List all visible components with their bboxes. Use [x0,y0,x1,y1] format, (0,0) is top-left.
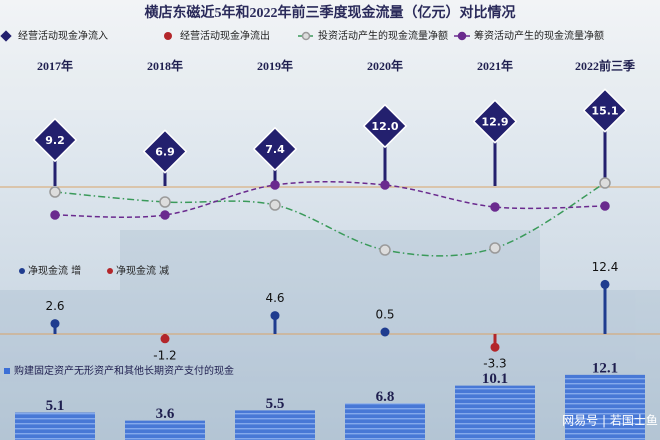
point [380,180,390,190]
diamond [362,103,408,149]
legend-label: 经营活动现金净流入 [18,29,108,42]
point [270,180,280,190]
data-label: 12.9 [481,116,508,129]
chart-title: 横店东磁近5年和2022年前三季度现金流量（亿元）对比情况 [145,4,516,21]
x-tick-label: 2021年 [477,58,513,73]
data-label: 9.2 [45,134,65,147]
point [269,199,281,211]
legend-marker [164,32,172,40]
bar [565,374,645,440]
x-tick-label: 2019年 [257,58,293,73]
bar [15,412,95,440]
legend-label: 净现金流 增 [28,264,81,277]
stem-head [490,342,500,352]
legend-marker [301,31,311,41]
data-label: 3.6 [156,406,175,422]
x-tick-label: 2020年 [367,58,403,73]
watermark: 网易号 | 若国士鱼 [562,414,658,428]
data-label: 4.6 [265,291,284,305]
stem-head [380,327,390,337]
point [379,244,391,256]
point [600,201,610,211]
legend-label: 筹资活动产生的现金流量净额 [474,29,604,42]
data-label: 2.6 [45,299,64,313]
diamond [142,129,188,174]
x-tick-label: 2017年 [37,58,73,73]
bar [345,403,425,440]
point [490,202,500,212]
x-tick-label: 2022前三季 [575,58,636,73]
series-line [54,180,606,218]
diamond [252,126,298,172]
data-label: 12.0 [371,120,398,133]
stem-head [270,311,280,321]
legend-label: 净现金流 减 [116,264,169,277]
x-tick-label: 2018年 [147,58,183,73]
point [50,210,60,220]
legend-label: 购建固定资产无形资产和其他长期资产支付的现金 [14,364,234,377]
data-label: 12.1 [592,360,618,376]
point [159,196,171,208]
point [49,186,61,198]
bar [125,420,205,440]
legend-marker [457,31,467,41]
legend-marker [107,268,113,274]
backdrop [0,70,660,440]
stem-head [600,279,610,289]
legend-marker [19,268,25,274]
data-label: 6.8 [376,389,395,405]
data-label: 15.1 [591,105,618,118]
diamond [582,88,628,133]
legend-marker [0,30,12,42]
series-line [54,182,606,257]
data-label: 6.9 [155,146,175,159]
legend-label: 投资活动产生的现金流量净额 [318,29,448,42]
stem-head [160,334,170,344]
bar [235,410,315,440]
data-label: 5.1 [46,398,65,414]
diamond [472,99,518,144]
data-label: 0.5 [375,308,394,322]
diamond [32,117,78,163]
point [489,242,501,254]
legend-label: 经营活动现金净流出 [180,29,270,42]
data-label: 5.5 [266,396,285,412]
data-label: 7.4 [265,143,285,156]
data-label: 10.1 [482,371,508,387]
data-label: -3.3 [483,357,506,371]
data-label: -1.2 [153,348,176,362]
data-label: 12.4 [592,260,619,274]
legend-marker [4,368,10,374]
bar [455,385,535,440]
stem-head [50,319,60,329]
point [160,210,170,220]
point [599,177,611,189]
